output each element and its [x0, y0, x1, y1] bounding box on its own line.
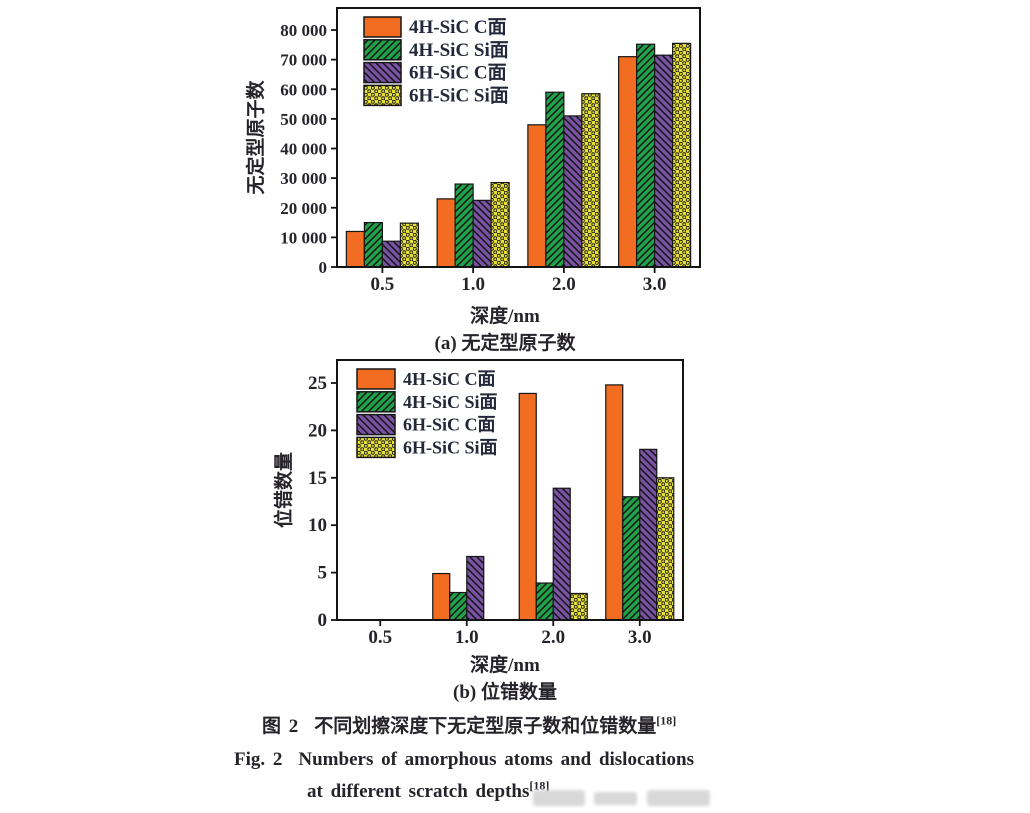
legend-label-2: 6H-SiC C面 [403, 415, 496, 435]
plot-border [336, 7, 701, 268]
watermark-blob [594, 792, 637, 805]
y-axis-tick-label: 0 [319, 258, 328, 277]
legend-label-1: 4H-SiC Si面 [409, 40, 509, 61]
y-axis-tick-label: 50 000 [280, 110, 327, 129]
x-axis-tick-label: 2.0 [552, 274, 576, 295]
bar-dislocations-depth-2.0-series-0 [518, 392, 537, 621]
legend-label-1: 4H-SiC Si面 [403, 392, 498, 412]
figure-caption-zh: 图 2 不同划擦深度下无定型原子数和位错数量[18] [262, 711, 676, 738]
bar-amorphous-depth-0.5-series-2 [381, 240, 401, 268]
legend-label-3: 6H-SiC Si面 [403, 437, 498, 457]
y-axis-tick-label: 15 [308, 468, 327, 489]
legend-swatch-1 [356, 391, 396, 413]
legend-label-0: 4H-SiC C面 [409, 17, 507, 38]
bar-amorphous-depth-1.0-series-2 [472, 199, 492, 268]
bar-dislocations-depth-1.0-series-2 [466, 555, 485, 621]
bar-amorphous-depth-2.0-series-2 [563, 115, 583, 268]
bar-amorphous-depth-2.0-series-1 [545, 91, 565, 268]
y-axis-title: 位错数量 [272, 452, 295, 528]
y-axis-tick-label: 60 000 [280, 80, 327, 99]
x-axis-tick-label: 1.0 [461, 274, 485, 295]
bar-amorphous-depth-3.0-series-2 [654, 54, 674, 268]
figure-caption-en-text1: Numbers of amorphous atoms and dislocati… [298, 749, 694, 770]
legend-swatch-0 [363, 16, 402, 38]
bar-amorphous-depth-0.5-series-0 [345, 230, 365, 268]
y-axis-tick-label: 20 [308, 420, 327, 441]
bar-amorphous-depth-1.0-series-3 [490, 181, 510, 268]
chart-b-dislocations-bar-chart: 0 5 10 15 20 25 0.5 1.0 2.0 3.0 位错数量 4H-SiC C面 4H-Si… [272, 359, 684, 648]
watermark-blob [533, 790, 585, 806]
x-axis-tick-label: 0.5 [368, 627, 392, 648]
bar-amorphous-depth-3.0-series-1 [636, 43, 656, 268]
figure-caption-en-text2: at different scratch depths [307, 781, 530, 802]
bar-amorphous-depth-0.5-series-1 [363, 221, 383, 268]
figure-caption-en-reference: [18] [529, 778, 550, 793]
bar-dislocations-depth-2.0-series-3 [569, 592, 588, 621]
watermark-blob [647, 790, 710, 806]
y-axis-tick-label: 40 000 [280, 140, 327, 159]
legend-swatch-0 [356, 368, 396, 390]
y-axis-tick-label: 20 000 [280, 199, 327, 218]
bar-dislocations-depth-3.0-series-0 [605, 384, 624, 621]
figure-caption-en-line1: Fig. 2 Numbers of amorphous atoms and dis… [234, 749, 694, 771]
y-axis-tick-label: 10 000 [280, 228, 327, 247]
y-axis-tick-label: 70 000 [280, 51, 327, 70]
figure-caption-en-line2: at different scratch depths[18] [307, 778, 550, 803]
legend-swatch-2 [356, 413, 396, 436]
legend-label-3: 6H-SiC Si面 [409, 85, 509, 106]
legend-swatch-1 [363, 39, 402, 61]
y-axis-tick-label: 25 [308, 373, 327, 394]
bar-amorphous-depth-2.0-series-0 [527, 124, 547, 268]
x-axis-tick-label: 1.0 [455, 627, 479, 648]
x-axis-tick-label: 2.0 [541, 627, 565, 648]
bar-amorphous-depth-3.0-series-3 [672, 42, 692, 268]
bar-dislocations-depth-3.0-series-3 [656, 477, 675, 621]
bar-amorphous-depth-1.0-series-1 [454, 183, 474, 268]
bar-amorphous-depth-3.0-series-0 [618, 56, 638, 268]
legend-swatch-2 [363, 61, 402, 84]
legend-label-2: 6H-SiC C面 [409, 63, 507, 84]
bar-amorphous-depth-2.0-series-3 [581, 93, 601, 268]
bar-dislocations-depth-2.0-series-1 [535, 582, 554, 621]
bar-amorphous-depth-0.5-series-3 [399, 222, 419, 268]
bar-dislocations-depth-3.0-series-1 [622, 496, 641, 621]
figure-caption-en-number: Fig. 2 [234, 749, 283, 770]
bar-dislocations-depth-1.0-series-1 [449, 591, 468, 621]
x-axis-tick-label: 0.5 [371, 274, 395, 295]
figure-caption-zh-number: 图 2 [262, 716, 299, 737]
legend-swatch-3 [363, 84, 402, 107]
chart-b-subcaption: (b) 位错数量 [453, 682, 557, 703]
y-axis-title: 无定型原子数 [244, 80, 267, 195]
figure-caption-zh-text: 不同划擦深度下无定型原子数和位错数量 [314, 716, 657, 737]
y-axis-tick-label: 30 000 [280, 169, 327, 188]
y-axis-tick-label: 0 [318, 610, 328, 631]
chart-a-xaxis-label: 深度/nm [470, 306, 540, 327]
x-axis-tick-label: 3.0 [628, 627, 652, 648]
bar-dislocations-depth-2.0-series-2 [552, 487, 571, 621]
chart-a-subcaption: (a) 无定型原子数 [434, 333, 576, 354]
y-axis-tick-label: 5 [318, 563, 328, 584]
y-axis-tick-label: 10 [308, 515, 327, 536]
y-axis-tick-label: 80 000 [280, 21, 327, 40]
legend-swatch-3 [356, 436, 396, 459]
bar-dislocations-depth-1.0-series-0 [432, 572, 451, 621]
bar-amorphous-depth-1.0-series-0 [436, 198, 456, 268]
bar-dislocations-depth-3.0-series-2 [639, 448, 658, 621]
plot-border [336, 359, 684, 621]
chart-b-xaxis-label: 深度/nm [470, 655, 540, 676]
legend-label-0: 4H-SiC C面 [403, 369, 496, 389]
x-axis-tick-label: 3.0 [643, 274, 667, 295]
figure-caption-zh-reference: [18] [656, 713, 677, 728]
chart-a-amorphous-atoms-bar-chart: 0 10 000 20 000 30 000 40 000 50 000 60 000 70 … [244, 7, 701, 295]
